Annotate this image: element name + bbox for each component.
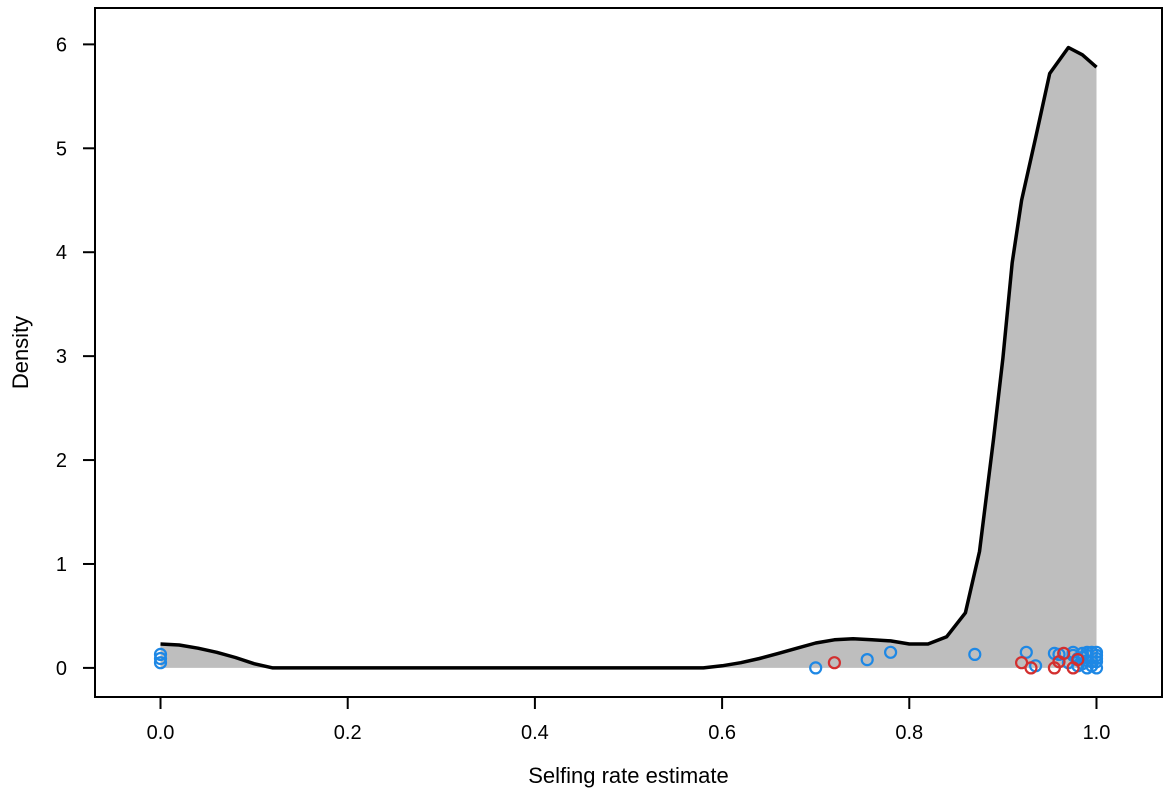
x-axis-title: Selfing rate estimate bbox=[528, 763, 729, 788]
data-point bbox=[153, 647, 168, 662]
y-axis-title: Density bbox=[8, 316, 33, 389]
data-point bbox=[1085, 659, 1099, 673]
data-point bbox=[1071, 652, 1085, 667]
data-point bbox=[968, 647, 982, 662]
plot-area bbox=[153, 45, 1104, 675]
y-tick-label: 1 bbox=[56, 554, 67, 576]
y-axis: 0 1 2 3 4 5 6 bbox=[56, 34, 96, 680]
x-tick-label: 0.6 bbox=[708, 722, 736, 744]
y-tick-label: 4 bbox=[56, 242, 67, 264]
x-axis: 0.0 0.2 0.4 0.6 0.8 1.0 bbox=[147, 696, 1111, 744]
data-point bbox=[809, 661, 823, 675]
density-area bbox=[160, 47, 1097, 668]
x-tick-label: 1.0 bbox=[1083, 722, 1111, 744]
x-tick-label: 0.8 bbox=[895, 722, 923, 744]
x-tick-label: 0.2 bbox=[334, 722, 362, 744]
y-tick-label: 5 bbox=[56, 138, 67, 160]
y-tick-label: 0 bbox=[56, 658, 67, 680]
data-point bbox=[860, 652, 874, 667]
density-line bbox=[160, 45, 1098, 670]
x-tick-label: 0.4 bbox=[521, 722, 549, 744]
y-tick-label: 2 bbox=[56, 450, 67, 472]
data-point bbox=[883, 645, 898, 659]
data-point bbox=[153, 656, 168, 670]
data-point bbox=[153, 651, 168, 666]
y-tick-label: 3 bbox=[56, 346, 67, 368]
data-point bbox=[827, 656, 842, 670]
point-series-2 bbox=[827, 646, 1085, 675]
data-point bbox=[1024, 661, 1038, 675]
data-point bbox=[1057, 646, 1071, 661]
data-point bbox=[1089, 645, 1104, 659]
data-point bbox=[1019, 645, 1033, 659]
x-tick-label: 0.0 bbox=[147, 722, 175, 744]
y-tick-label: 6 bbox=[56, 34, 67, 56]
